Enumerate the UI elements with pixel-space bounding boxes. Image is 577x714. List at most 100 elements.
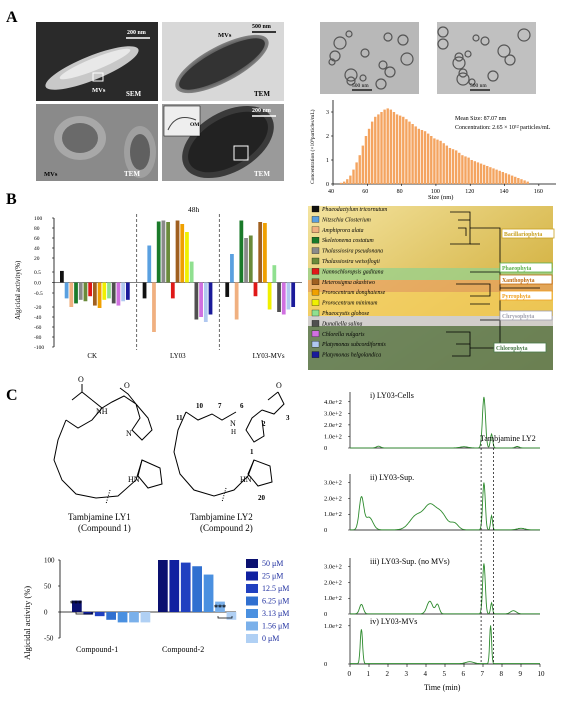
y-axis-label: Concentration (×10⁸particles/mL) (309, 109, 316, 184)
vesicle2-scale: 500 nm (470, 83, 487, 89)
bar (158, 560, 168, 612)
vesicle-dot (329, 50, 341, 62)
atom-o-c2: O (276, 381, 282, 390)
tem1-arrow-label: MVs (218, 32, 232, 39)
legend-label: 1.56 μM (262, 622, 289, 631)
legend-label: 6.25 μM (262, 597, 289, 606)
significance-bracket-1 (75, 612, 93, 615)
bar (170, 282, 175, 299)
vesicle-dot (360, 48, 370, 58)
num-11: 11 (176, 414, 183, 422)
tem2-arrow-label: MVs (44, 171, 58, 178)
y-tick-label: -60 (34, 325, 42, 331)
bar (121, 282, 126, 302)
phylogeny-legend: Phaeodactylum tricornutum Nitzschia Clost… (308, 205, 555, 370)
x-tick-label: 2 (386, 670, 390, 678)
bar (69, 282, 74, 307)
vesicle-dot (400, 52, 414, 66)
hist-bar (470, 160, 473, 184)
legend-label: Amphiprora alata (321, 228, 364, 234)
group-label-box (499, 262, 553, 273)
vesicle-dot (378, 60, 388, 70)
vesicle-dot (333, 36, 347, 50)
atom-o: O (78, 375, 84, 384)
hist-bar (442, 143, 445, 184)
vesicle-dot (497, 44, 511, 58)
y-tick-label: -50 (44, 635, 54, 643)
group-label-box (499, 310, 553, 321)
legend-swatch (311, 216, 320, 223)
y-tick-label: 0.0 (34, 281, 41, 287)
num-2: 2 (262, 420, 266, 428)
x-axis-label: Size (nm) (428, 194, 453, 201)
x-tick-label: 4 (424, 670, 428, 678)
y-tick-label: 1 (326, 158, 329, 164)
x-tick-label: 120 (465, 189, 474, 195)
bar (107, 282, 111, 299)
y-tick-label: 0 (44, 609, 48, 617)
category-label: Compound-2 (162, 645, 204, 654)
atom-hn: HN (128, 475, 140, 484)
legend-swatch (311, 278, 320, 285)
hplc-trace (350, 563, 540, 615)
bar (234, 282, 239, 320)
tem1-scale: 500 nm (252, 24, 271, 30)
x-tick-label: 1 (367, 670, 371, 678)
legend-swatch (311, 205, 320, 213)
hist-bar (495, 169, 498, 184)
y-tick-label: -40 (34, 315, 42, 321)
hist-bar (473, 161, 477, 184)
hist-bar (458, 152, 461, 184)
legend-label: 50 μM (262, 559, 283, 568)
legend-swatch (311, 309, 320, 317)
legend-label: Nitzschia Closterium (321, 217, 371, 223)
sem-label: SEM (126, 90, 142, 98)
x-tick-label: 100 (431, 189, 440, 195)
legend-swatch (311, 268, 320, 275)
legend-swatch (311, 289, 320, 296)
bar (60, 270, 64, 283)
y-tick-label: 3.0e+2 (324, 564, 342, 571)
vesicle-dot (504, 54, 516, 66)
bar (111, 282, 116, 304)
atom-h-c2: H (231, 428, 236, 436)
group-label: Pyrrophyta (502, 294, 531, 300)
atom-n: N (126, 429, 132, 438)
hist-bar (476, 162, 480, 184)
hist-bar (420, 130, 424, 184)
significance-bracket-2 (217, 616, 233, 619)
y-tick-label: 2.0e+2 (324, 422, 342, 429)
hist-bar (367, 128, 371, 184)
legend-swatch (311, 299, 320, 306)
legend-swatch (311, 330, 320, 337)
y-tick-label: 20 (34, 256, 40, 262)
hist-bar (346, 179, 349, 184)
vesicle-dot (345, 30, 353, 38)
bar (156, 221, 161, 283)
vesicle-dot (464, 50, 472, 58)
x-tick-label: 3 (405, 670, 409, 678)
bar (78, 282, 83, 300)
panel-label-c: C (6, 387, 18, 404)
x-tick-label: 160 (534, 189, 543, 195)
vesicle-dot (454, 52, 464, 62)
hist-bar (439, 140, 442, 184)
group-label: Phaeophyta (502, 266, 531, 272)
legend-label: Prorocentrum minimum (321, 301, 377, 307)
bar (192, 566, 202, 612)
hist-bar (467, 157, 470, 184)
bar (208, 282, 213, 315)
vesicle-dot (452, 56, 466, 70)
compound-2-sub: (Compound 2) (200, 523, 253, 533)
y-tick-label: 0 (324, 611, 327, 618)
y-axis-label: Algicidal activity(%) (14, 260, 22, 320)
bar (215, 601, 225, 612)
num-20: 20 (258, 494, 266, 502)
group-label: Bacillariophyta (504, 232, 542, 238)
vesicle-image-1: 500 nm (320, 22, 419, 94)
y-tick-label: 3.0e+2 (324, 480, 342, 487)
hplc-trace (350, 396, 540, 449)
legend-swatch (246, 609, 258, 618)
bar (263, 223, 267, 283)
